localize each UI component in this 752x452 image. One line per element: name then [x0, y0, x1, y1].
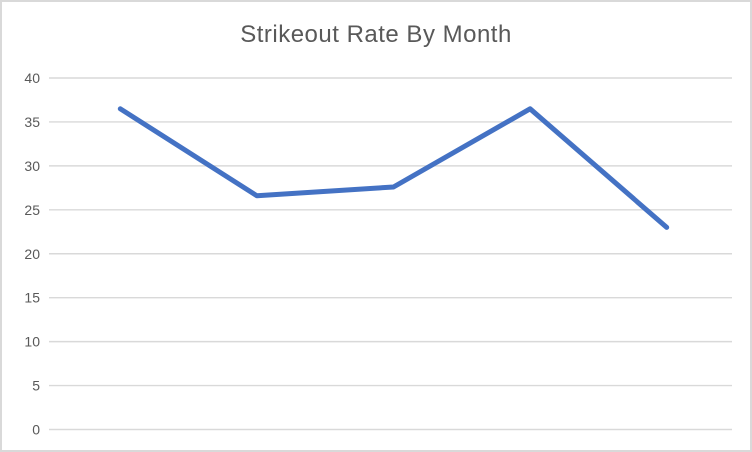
y-axis-tick-label: 25	[24, 202, 40, 218]
y-axis-tick-label: 40	[24, 70, 40, 86]
y-axis-tick-label: 0	[32, 422, 40, 438]
y-axis-tick-label: 10	[24, 334, 40, 350]
y-axis-tick-label: 15	[24, 290, 40, 306]
y-axis-tick-label: 20	[24, 246, 40, 262]
y-axis-tick-label: 35	[24, 114, 40, 130]
chart-title: Strikeout Rate By Month	[240, 21, 512, 48]
y-axis-tick-label: 30	[24, 158, 40, 174]
y-axis-tick-label: 5	[32, 378, 40, 394]
data-line	[117, 106, 670, 230]
